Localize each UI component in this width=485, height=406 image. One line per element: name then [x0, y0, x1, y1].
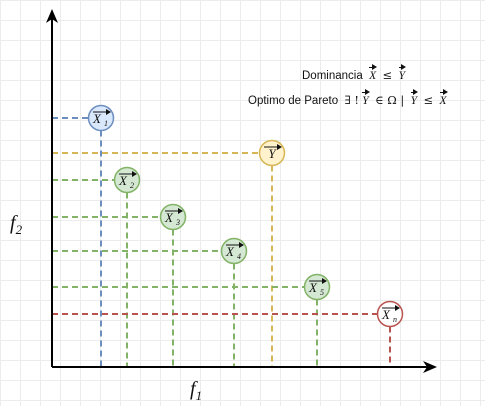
point-xn-label: X — [381, 307, 391, 322]
point-xn-vector-arrow — [395, 305, 400, 311]
pareto-in-omega: ∈ Ω | — [375, 93, 405, 107]
pareto-left-vector: Y — [410, 89, 419, 107]
dominance-operator: ≤ — [382, 68, 393, 82]
pareto-label: Optimo de Pareto — [248, 95, 339, 107]
point-x5-label: X — [308, 280, 318, 295]
dominance-definition: Dominancia X ≤ Y — [302, 64, 407, 82]
point-x5-sub: 5 — [320, 288, 324, 297]
point-x2-sub: 2 — [130, 181, 134, 190]
dominance-right-vector: Y — [398, 64, 407, 82]
pareto-definition: Optimo de Pareto ∃ ! Y ∈ Ω | Y ≤ X — [248, 89, 448, 107]
point-x5-vector-arrow — [322, 278, 327, 284]
point-x4-vector-arrow — [239, 242, 244, 248]
point-y-label: Y — [268, 146, 277, 161]
point-x4-label: X — [225, 244, 235, 259]
point-nodes: X 1YX 2X 3X 4X 5X n — [87, 104, 404, 328]
axes — [46, 9, 437, 373]
pareto-exists: ∃ ! — [344, 93, 360, 107]
point-x1-sub: 1 — [104, 119, 108, 128]
pareto-operator: ≤ — [423, 93, 434, 107]
point-x3-label: X — [164, 210, 174, 225]
guide-lines — [52, 117, 391, 367]
point-x3-sub: 3 — [175, 218, 180, 227]
point-y: Y — [258, 139, 286, 167]
point-x1-label: X — [92, 111, 102, 126]
point-x2-vector-arrow — [132, 171, 137, 177]
point-y-vector-arrow — [277, 144, 282, 150]
point-x1-vector-arrow — [106, 109, 111, 115]
dominance-label: Dominancia — [302, 70, 363, 82]
point-x3-vector-arrow — [178, 208, 183, 214]
x-axis-arrow — [423, 361, 437, 373]
x-axis-label: f1 — [190, 378, 203, 403]
point-xn-sub: n — [393, 315, 397, 324]
dominance-left-vector: X — [369, 64, 378, 82]
pareto-right-vector: X — [439, 89, 448, 107]
point-x2-label: X — [118, 173, 128, 188]
y-axis-arrow — [46, 9, 58, 23]
pareto-var-vector: Y — [362, 89, 371, 107]
point-x4-sub: 4 — [237, 252, 241, 261]
y-axis-label: f2 — [10, 212, 23, 237]
